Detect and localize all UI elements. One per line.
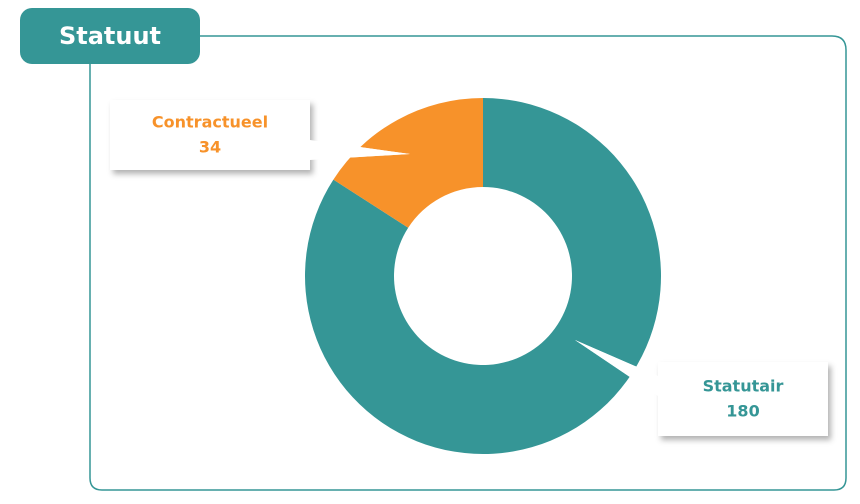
panel-border [89, 35, 847, 491]
title-tab [20, 8, 200, 64]
data-label-name: Contractueel [152, 113, 268, 132]
callout-pointer-cover [575, 340, 658, 396]
callout-box [658, 362, 828, 436]
data-label-value: 34 [199, 138, 221, 157]
data-label-name: Statutair [703, 377, 784, 396]
callout-box [110, 100, 310, 170]
slice [333, 98, 483, 228]
callout-pointer-cover [310, 140, 410, 160]
slice [304, 98, 661, 454]
chart-title: Statuut [59, 22, 161, 50]
data-label-value: 180 [726, 402, 759, 421]
